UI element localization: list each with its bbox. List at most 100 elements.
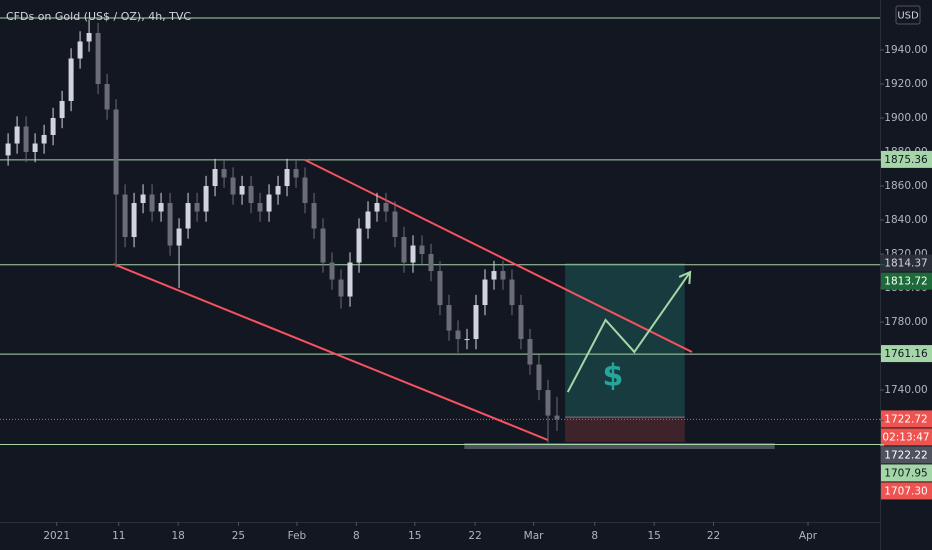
price-label-bg xyxy=(881,272,932,290)
chart-layer: 1740.001760.001780.001800.001820.001840.… xyxy=(0,17,928,542)
candle-body xyxy=(239,186,245,195)
candle-body xyxy=(131,203,137,238)
price-label: 1722.22 xyxy=(884,449,927,461)
candle-body xyxy=(257,203,263,212)
candle-body xyxy=(50,118,56,136)
candle-body xyxy=(104,83,110,110)
candle-body xyxy=(554,415,560,420)
candle-body xyxy=(509,279,515,306)
candle-body xyxy=(329,262,335,280)
candle-body xyxy=(95,32,101,84)
x-tick-label: 2021 xyxy=(43,530,70,542)
candle-body xyxy=(167,203,173,246)
candle-body xyxy=(5,143,11,156)
x-tick-label: 22 xyxy=(707,530,720,542)
price-label: 1761.16 xyxy=(884,348,928,360)
price-label: 1707.30 xyxy=(884,485,927,497)
projection-path xyxy=(566,271,691,393)
y-tick-label: 1940.00 xyxy=(884,44,927,56)
candle-body xyxy=(455,330,461,340)
candle-body xyxy=(365,211,371,229)
y-tick-label: 1860.00 xyxy=(884,180,927,192)
chart-title: CFDs on Gold (US$ / OZ), 4h, TVC xyxy=(6,10,191,23)
candle-body xyxy=(320,228,326,263)
price-label-bg xyxy=(881,482,932,500)
x-tick-label: 15 xyxy=(647,530,660,542)
x-tick-label: 15 xyxy=(408,530,421,542)
candle-body xyxy=(482,279,488,306)
price-label-bg xyxy=(881,446,932,464)
candle-body xyxy=(464,339,470,341)
candle-body xyxy=(374,203,380,212)
price-label: 1814.37 xyxy=(884,258,927,270)
candle-body xyxy=(32,143,38,153)
candle-body xyxy=(437,271,443,306)
range-bar xyxy=(464,442,775,449)
candle-body xyxy=(545,390,551,416)
candle-body xyxy=(293,169,299,178)
candle-body xyxy=(158,203,164,212)
candle-body xyxy=(275,186,281,195)
candle-body xyxy=(194,203,200,212)
price-label-bg xyxy=(881,428,932,446)
candle-body xyxy=(77,41,83,59)
candle-body xyxy=(356,228,362,263)
price-label-bg xyxy=(881,464,932,482)
y-tick-label: 1900.00 xyxy=(884,112,927,124)
candle-body xyxy=(68,58,74,101)
price-label: 1875.36 xyxy=(884,154,928,166)
candle-body xyxy=(383,203,389,212)
candle-body xyxy=(473,305,479,340)
candle-body xyxy=(41,135,47,144)
candle-body xyxy=(536,364,542,391)
annotation: $ xyxy=(602,359,623,394)
candle-body xyxy=(284,169,290,187)
x-tick-label: Mar xyxy=(524,530,544,542)
candle-body xyxy=(122,194,128,238)
candle-body xyxy=(401,237,407,263)
candle-body xyxy=(527,339,533,365)
candle-body xyxy=(176,228,182,246)
price-label: 1722.72 xyxy=(884,413,927,425)
candle-body xyxy=(230,177,236,195)
candle-body xyxy=(518,305,524,340)
price-label: 1707.95 xyxy=(884,467,927,479)
price-label-bg xyxy=(881,254,932,272)
candle-body xyxy=(410,245,416,263)
x-tick-label: Feb xyxy=(288,530,307,542)
candle-body xyxy=(149,194,155,212)
x-tick-label: 8 xyxy=(353,530,360,542)
candle-body xyxy=(221,169,227,178)
candle-body xyxy=(311,203,317,229)
candle-body xyxy=(446,305,452,331)
candle-body xyxy=(86,32,92,42)
candle-body xyxy=(140,194,146,204)
price-label-bg xyxy=(881,410,932,428)
candle-body xyxy=(338,279,344,297)
candle-body xyxy=(185,203,191,229)
candle-body xyxy=(203,186,209,212)
candle-body xyxy=(392,211,398,238)
candle-body xyxy=(419,245,425,255)
x-tick-label: 25 xyxy=(232,530,245,542)
currency-badge[interactable] xyxy=(895,5,921,25)
y-tick-label: 1920.00 xyxy=(884,78,927,90)
x-tick-label: Apr xyxy=(799,530,818,542)
price-label-bg xyxy=(881,345,932,363)
candle-body xyxy=(14,126,20,144)
price-label-bg xyxy=(881,150,932,168)
trendline xyxy=(304,159,693,353)
candle-body xyxy=(491,271,497,280)
candle-body xyxy=(347,262,353,297)
y-tick-label: 1780.00 xyxy=(884,316,927,328)
candle-body xyxy=(500,271,506,280)
candle-body xyxy=(248,186,254,204)
trendline xyxy=(112,263,549,441)
x-tick-label: 18 xyxy=(171,530,184,542)
candle-body xyxy=(302,177,308,204)
y-tick-label: 1740.00 xyxy=(884,384,927,396)
currency-label[interactable]: USD xyxy=(897,11,919,22)
